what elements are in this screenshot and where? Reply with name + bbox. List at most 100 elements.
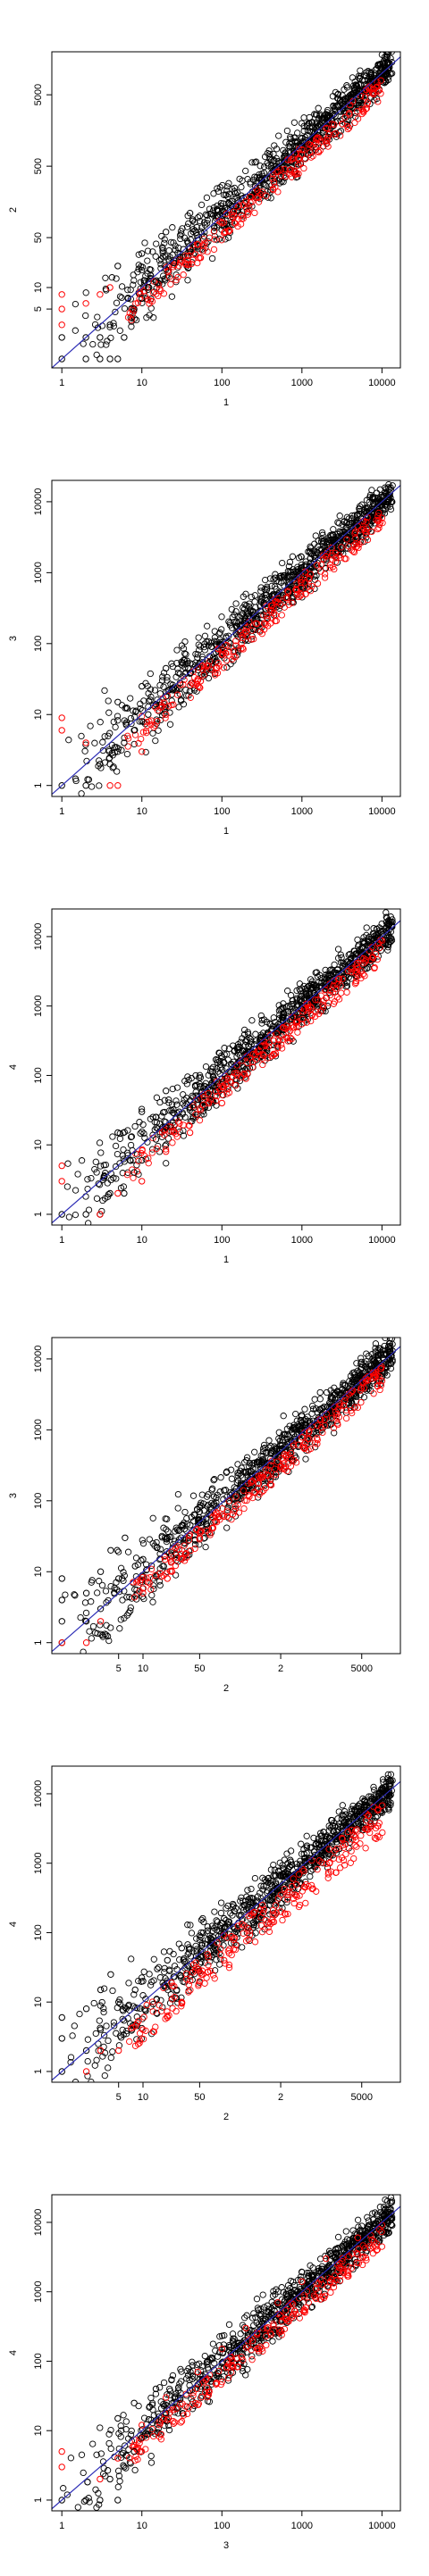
cloud-point — [164, 1161, 169, 1166]
red-cloud-point — [139, 736, 144, 741]
x-axis-label: 1 — [223, 826, 229, 837]
cloud-point — [97, 758, 102, 763]
red-cloud-point — [279, 613, 284, 618]
red-cloud-point — [252, 210, 257, 215]
cloud-point — [128, 696, 133, 701]
cloud-point — [82, 1600, 88, 1605]
cloud-point — [153, 738, 158, 743]
cloud-point — [150, 1515, 156, 1521]
cloud-point — [142, 1135, 147, 1140]
cloud-point — [105, 338, 110, 344]
cloud-point — [88, 1599, 94, 1605]
cloud-point — [147, 1972, 152, 1977]
cloud-point — [168, 276, 173, 281]
cloud-point — [287, 559, 292, 564]
reference-line — [48, 45, 415, 371]
cloud-point — [121, 1146, 126, 1152]
cloud-point — [95, 314, 100, 320]
cloud-point — [114, 1547, 120, 1553]
cloud-point — [337, 513, 342, 519]
y-tick-label: 10000 — [33, 488, 44, 516]
data-point — [122, 1535, 128, 1540]
cloud-point — [88, 784, 94, 789]
x-tick-label: 10 — [137, 1235, 147, 1246]
red-cloud-point — [206, 235, 212, 240]
cloud-point — [219, 614, 224, 620]
x-tick-label: 10 — [138, 1663, 148, 1674]
cloud-point — [103, 1588, 108, 1594]
cloud-point — [103, 275, 108, 280]
x-tick-label: 1000 — [291, 806, 313, 817]
plot-area — [48, 1770, 415, 2085]
cloud-point — [218, 1475, 223, 1480]
x-tick-label: 1000 — [291, 1235, 313, 1246]
cloud-point — [166, 247, 172, 253]
cloud-point — [331, 527, 336, 532]
cloud-point — [205, 623, 210, 629]
cloud-point — [97, 1140, 102, 1146]
red-cloud-point — [149, 1150, 155, 1155]
cloud-point — [93, 1159, 98, 1164]
cloud-point — [261, 164, 266, 170]
cloud-point — [98, 1150, 104, 1155]
y-tick-label: 100 — [33, 1493, 44, 1509]
red-cloud-point — [301, 165, 307, 171]
cloud-point — [102, 688, 107, 693]
cloud-point — [113, 724, 118, 729]
data-point — [146, 712, 151, 717]
cloud-point — [75, 1171, 80, 1177]
data-point — [107, 356, 113, 362]
red-cloud-point — [343, 1415, 349, 1421]
cloud-point — [330, 94, 335, 99]
data-point — [219, 1100, 224, 1105]
data-point — [97, 292, 103, 297]
cloud-point — [100, 739, 105, 745]
cloud-point — [203, 1544, 208, 1549]
plot-area — [48, 471, 415, 797]
cloud-point — [88, 1636, 94, 1641]
plot-area — [48, 1334, 415, 1655]
y-tick-label: 10 — [33, 1566, 44, 1577]
cloud-point — [229, 1476, 234, 1481]
x-tick-label: 1 — [59, 806, 64, 817]
cloud-point — [124, 751, 130, 756]
cloud-point — [85, 1186, 90, 1191]
data-point — [59, 306, 64, 312]
cloud-point — [85, 1177, 90, 1182]
y-tick-label: 1 — [33, 1640, 44, 1646]
cloud-point — [284, 128, 290, 133]
data-point — [115, 263, 121, 269]
y-tick-label: 10 — [33, 709, 44, 720]
data-point — [59, 1619, 64, 1624]
cloud-point — [206, 1492, 211, 1497]
data-point — [83, 1640, 88, 1646]
cloud-point — [182, 638, 188, 644]
red-cloud-point — [352, 120, 358, 125]
cloud-point — [82, 748, 88, 754]
cloud-point — [235, 1462, 240, 1467]
cloud-point — [142, 240, 147, 246]
cloud-point — [301, 115, 307, 121]
data-point — [59, 728, 64, 733]
cloud-point — [285, 988, 290, 994]
cloud-point — [159, 1113, 164, 1119]
cloud-point — [108, 1583, 114, 1588]
y-tick-label: 5000 — [33, 84, 44, 105]
cloud-point — [335, 946, 341, 952]
cloud-point — [280, 560, 285, 565]
cloud-point — [122, 305, 127, 311]
cloud-point — [312, 1396, 317, 1402]
red-cloud-point — [295, 1030, 300, 1035]
cloud-point — [105, 1180, 110, 1186]
data-point — [187, 1130, 192, 1135]
cloud-point — [212, 629, 217, 634]
y-tick-label: 1000 — [33, 1419, 44, 1440]
cloud-point — [248, 1886, 254, 1891]
cloud-point — [204, 195, 209, 200]
cloud-point — [97, 1163, 103, 1169]
cloud-point — [226, 180, 231, 186]
